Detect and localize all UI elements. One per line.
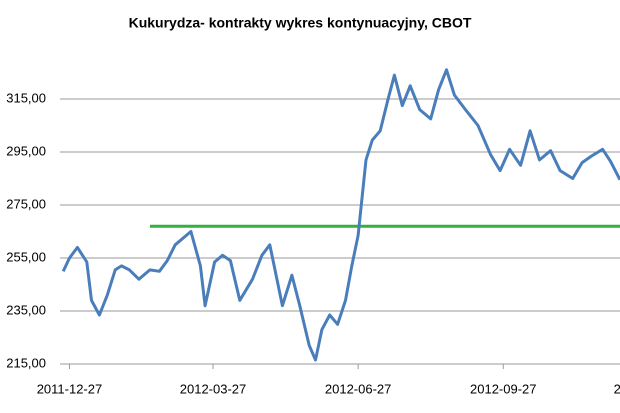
chart-title: Kukurydza- kontrakty wykres kontynuacyjn… xyxy=(129,15,472,31)
y-tick-label: 215,00 xyxy=(6,355,46,370)
x-tick-label: 2012-12-27 xyxy=(614,381,620,396)
x-tick-label: 2012-03-27 xyxy=(180,381,247,396)
y-tick-label: 235,00 xyxy=(6,302,46,317)
y-tick-label: 315,00 xyxy=(6,90,46,105)
x-tick-label: 2012-09-27 xyxy=(470,381,537,396)
x-tick-label: 2012-06-27 xyxy=(325,381,392,396)
x-tick-label: 2011-12-27 xyxy=(37,381,103,396)
y-tick-label: 255,00 xyxy=(6,249,46,264)
y-tick-label: 295,00 xyxy=(6,143,46,158)
data-line xyxy=(61,68,620,362)
y-tick-label: 275,00 xyxy=(6,196,46,211)
